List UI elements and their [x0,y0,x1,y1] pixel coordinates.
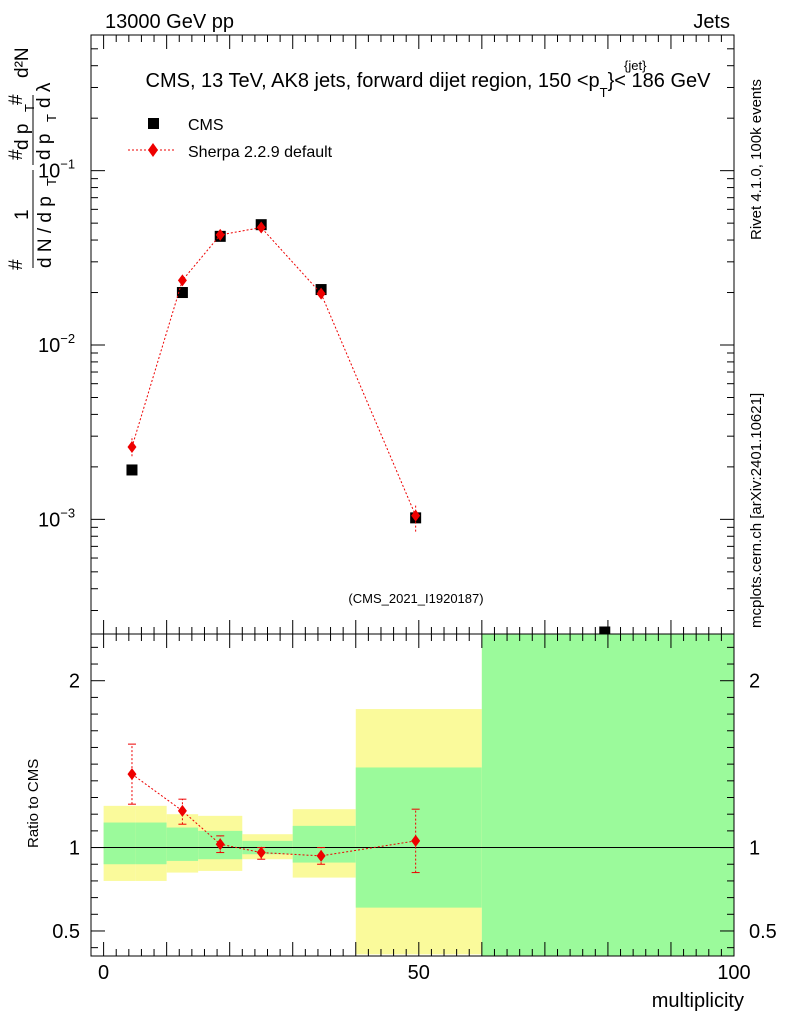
source-label: mcplots.cern.ch [arXiv:2401.10621] [748,393,765,628]
cms-data-point [176,287,188,299]
ratio-ylabel: Ratio to CMS [25,759,42,848]
x-axis-label: multiplicity [652,990,744,1012]
y-tick-label: 10−1 [38,157,75,183]
svg-text:d λ: d λ [34,82,55,108]
main-ticks [91,35,735,634]
sherpa-point [256,221,266,234]
svg-text:T: T [44,114,59,122]
uncertainty-band-inner [135,822,167,865]
category-label: Jets [693,11,730,33]
svg-text:#: # [6,259,27,270]
y-tick-label-exp: −2 [60,331,75,346]
legend-label-sherpa: Sherpa 2.2.9 default [188,144,333,161]
x-tick-label: 50 [408,962,430,984]
ratio-y-tick-label-left: 1 [69,838,80,860]
sherpa-point [127,441,137,454]
rivet-label: Rivet 4.1.0, 100k events [748,79,765,240]
ratio-point [411,834,421,847]
svg-text:#: # [6,149,27,160]
ratio-point [127,768,137,781]
cms-data-point [599,626,611,638]
svg-text:d p: d p [34,134,55,160]
main-ylabel: # 1 d N / d p T # d p T d p T d λ # d²N [6,47,59,270]
plot-title-main: CMS, 13 TeV, AK8 jets, forward dijet reg… [146,70,600,92]
uncertainty-band-inner [481,634,734,956]
y-tick-label-exp: −3 [60,505,75,520]
main-series [126,219,611,638]
plot-title-sup: {jet} [624,58,647,73]
ratio-point [256,846,266,859]
legend-label-cms: CMS [188,117,224,134]
svg-text:1: 1 [12,209,33,220]
plot-title: CMS, 13 TeV, AK8 jets, forward dijet reg… [146,70,712,100]
ratio-line [131,773,416,857]
svg-text:#: # [6,94,27,105]
uncertainty-band-inner [103,822,136,865]
ratio-y-tick-label-left: 2 [69,671,80,693]
y-tick-label: 10−3 [38,505,75,531]
x-tick-labels: 0 50 100 [98,962,751,984]
analysis-label: (CMS_2021_I1920187) [348,591,483,606]
sherpa-point [177,274,187,287]
y-tick-label-base: 10 [38,161,60,183]
main-tick-labels: 10−110−210−3 [38,157,75,532]
ratio-point [177,804,187,817]
y-tick-label-exp: −1 [60,157,75,172]
ratio-bands [103,634,734,956]
legend-marker-sherpa [148,143,158,157]
ratio-y-tick-label-right: 2 [749,671,760,693]
ratio-y-tick-label-right: 1 [749,838,760,860]
y-tick-label-base: 10 [38,335,60,357]
x-tick-label: 0 [98,962,109,984]
ratio-ticks [91,634,735,956]
x-tick-label: 100 [717,962,750,984]
ratio-tick-labels: 0.5 0.5 1 1 2 2 [52,671,777,943]
ratio-y-tick-label-left: 0.5 [52,921,80,943]
uncertainty-band-inner [166,827,199,861]
uncertainty-band-inner [355,767,482,908]
ratio-point [215,838,225,851]
svg-text:T: T [22,104,37,112]
svg-text:d²N: d²N [12,47,33,78]
cms-data-point [126,464,138,476]
svg-text:d p: d p [12,124,33,150]
sherpa-point [316,287,326,300]
svg-text:d N / d p: d N / d p [35,196,56,268]
plot-title-sub: T [600,85,608,100]
ratio-y-tick-label-right: 0.5 [749,921,777,943]
ratio-series [127,743,421,874]
svg-text:T: T [44,178,59,186]
y-tick-label: 10−2 [38,331,75,357]
plot-title-tail: }< 186 GeV [608,70,712,92]
sherpa-line [131,226,417,516]
sherpa-point [215,228,225,241]
legend-marker-cms [148,118,159,129]
y-tick-label-base: 10 [38,509,60,531]
sherpa-point [411,509,421,522]
legend: CMS Sherpa 2.2.9 default [128,117,333,161]
ratio-frame [90,633,735,957]
ratio-point [316,849,326,862]
energy-label: 13000 GeV pp [105,11,234,33]
